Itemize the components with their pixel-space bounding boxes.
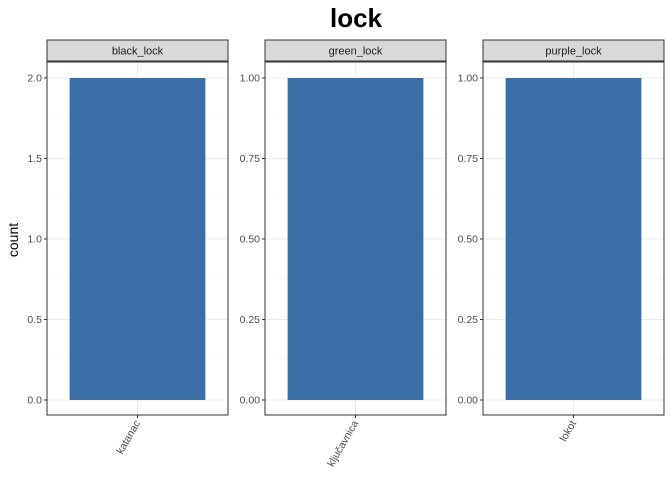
y-tick-label: 1.5 bbox=[27, 153, 42, 165]
facet-strip-label: black_lock bbox=[112, 46, 164, 58]
y-tick-label: 0.75 bbox=[458, 153, 479, 165]
bar-lokot bbox=[505, 78, 642, 400]
y-tick-label: 0.25 bbox=[240, 314, 261, 326]
y-tick-label: 0.00 bbox=[458, 395, 479, 407]
y-tick-label: 1.0 bbox=[27, 234, 42, 246]
bar-katanac bbox=[69, 78, 206, 400]
y-tick-label: 0.50 bbox=[240, 234, 261, 246]
bar-ključavnica bbox=[287, 78, 424, 400]
y-axis-label: count bbox=[5, 223, 21, 257]
facet-purple_lock: purple_lock 0.00 0.25 0.50 0.75 1.00 lokot bbox=[458, 39, 665, 444]
facet-strip-label: purple_lock bbox=[545, 46, 602, 58]
panel-border bbox=[264, 61, 447, 416]
panel-border bbox=[482, 61, 665, 416]
chart-title: lock bbox=[330, 3, 383, 33]
x-tick-label: katanac bbox=[114, 419, 143, 457]
x-tick-label: ključavnica bbox=[325, 418, 361, 469]
y-tick-label: 0.0 bbox=[27, 395, 42, 407]
y-tick-label: 0.75 bbox=[240, 153, 261, 165]
y-tick-label: 1.00 bbox=[458, 73, 479, 85]
y-tick-label: 0.00 bbox=[240, 395, 261, 407]
panel-border bbox=[46, 61, 229, 416]
y-tick-label: 1.00 bbox=[240, 73, 261, 85]
facet-strip-label: green_lock bbox=[329, 46, 383, 58]
facet-panels: black_lock 0.0 0.5 1.0 1.5 2.0 katanac green_lo… bbox=[27, 39, 665, 469]
facet-strip bbox=[264, 39, 447, 62]
facet-strip bbox=[46, 39, 229, 62]
facet-strip bbox=[482, 39, 665, 62]
y-tick-label: 0.50 bbox=[458, 234, 479, 246]
y-tick-label: 2.0 bbox=[27, 73, 42, 85]
y-tick-label: 0.5 bbox=[27, 314, 42, 326]
facet-green_lock: green_lock 0.00 0.25 0.50 0.75 1.00 ključavnic… bbox=[240, 39, 447, 469]
facet-black_lock: black_lock 0.0 0.5 1.0 1.5 2.0 katanac bbox=[27, 39, 229, 457]
y-tick-label: 0.25 bbox=[458, 314, 479, 326]
x-tick-label: lokot bbox=[558, 418, 580, 443]
